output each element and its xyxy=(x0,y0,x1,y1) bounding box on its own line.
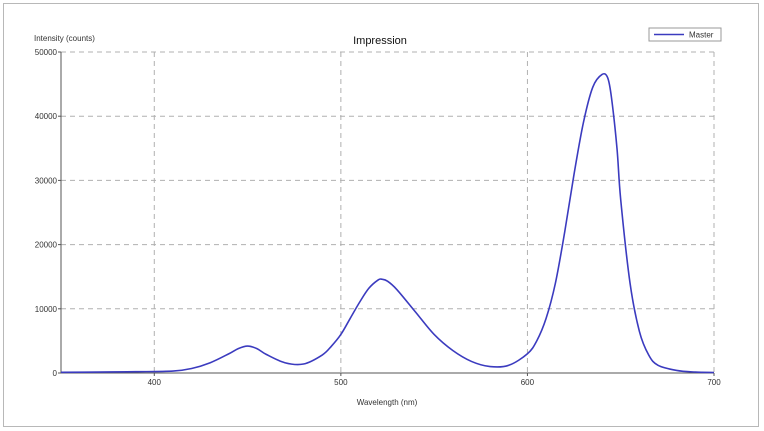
y-tick-label-10000: 10000 xyxy=(35,305,58,314)
chart-title: Impression xyxy=(353,35,407,47)
x-tick-label-500: 500 xyxy=(334,378,348,387)
y-tick-label-50000: 50000 xyxy=(35,48,58,57)
x-tick-label-600: 600 xyxy=(521,378,535,387)
chart-frame: 400 500 600 700 0 10000 20000 30000 40000 50000 I… xyxy=(3,3,759,427)
x-tick-label-700: 700 xyxy=(707,378,721,387)
y-tick-label-30000: 30000 xyxy=(35,176,58,185)
legend-box xyxy=(648,27,722,42)
y-axis-label: Intensity (counts) xyxy=(34,34,95,43)
series-lines xyxy=(60,72,715,374)
series-line-master xyxy=(60,72,715,374)
legend-label-master: Master xyxy=(689,31,714,40)
legend: Master xyxy=(648,27,722,42)
grid xyxy=(61,51,715,373)
axes xyxy=(58,51,715,376)
y-tick-label-0: 0 xyxy=(53,369,58,378)
tick-labels: 400 500 600 700 0 10000 20000 30000 40000 50000 xyxy=(35,48,721,387)
y-tick-label-40000: 40000 xyxy=(35,112,58,121)
y-tick-label-20000: 20000 xyxy=(35,241,58,250)
line-chart: 400 500 600 700 0 10000 20000 30000 40000 50000 I… xyxy=(34,27,722,407)
x-axis-label: Wavelength (nm) xyxy=(357,398,418,407)
x-tick-label-400: 400 xyxy=(148,378,162,387)
